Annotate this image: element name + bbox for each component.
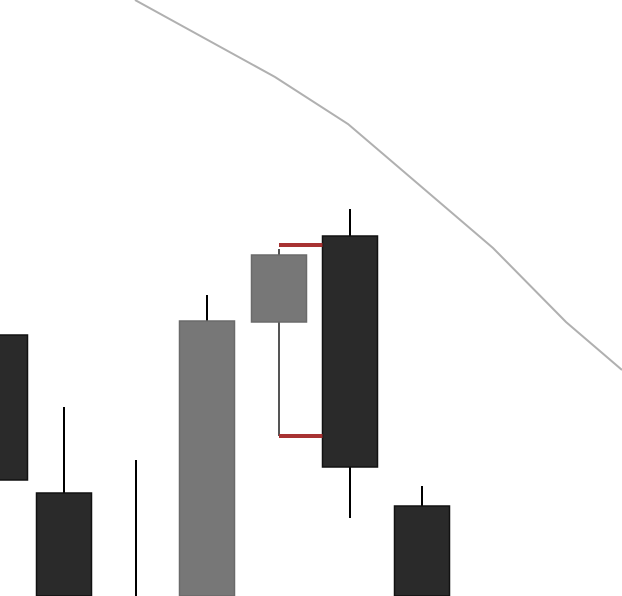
candle-2-body bbox=[35, 492, 93, 596]
candle-2 bbox=[35, 407, 93, 596]
candle-1 bbox=[0, 334, 29, 481]
candle-7-body bbox=[393, 505, 451, 596]
candle-4-body bbox=[178, 320, 236, 596]
candle-6 bbox=[321, 209, 379, 518]
pattern-ticks-layer bbox=[279, 243, 323, 438]
candle-5 bbox=[250, 249, 308, 436]
line-layer bbox=[134, 0, 622, 371]
candle-7 bbox=[393, 486, 451, 596]
candle-5-body bbox=[250, 254, 308, 323]
candle-1-body bbox=[0, 334, 29, 481]
trend-line bbox=[134, 0, 622, 371]
candle-6-body bbox=[321, 235, 379, 468]
candles-layer bbox=[0, 209, 451, 596]
candle-4 bbox=[178, 295, 236, 596]
